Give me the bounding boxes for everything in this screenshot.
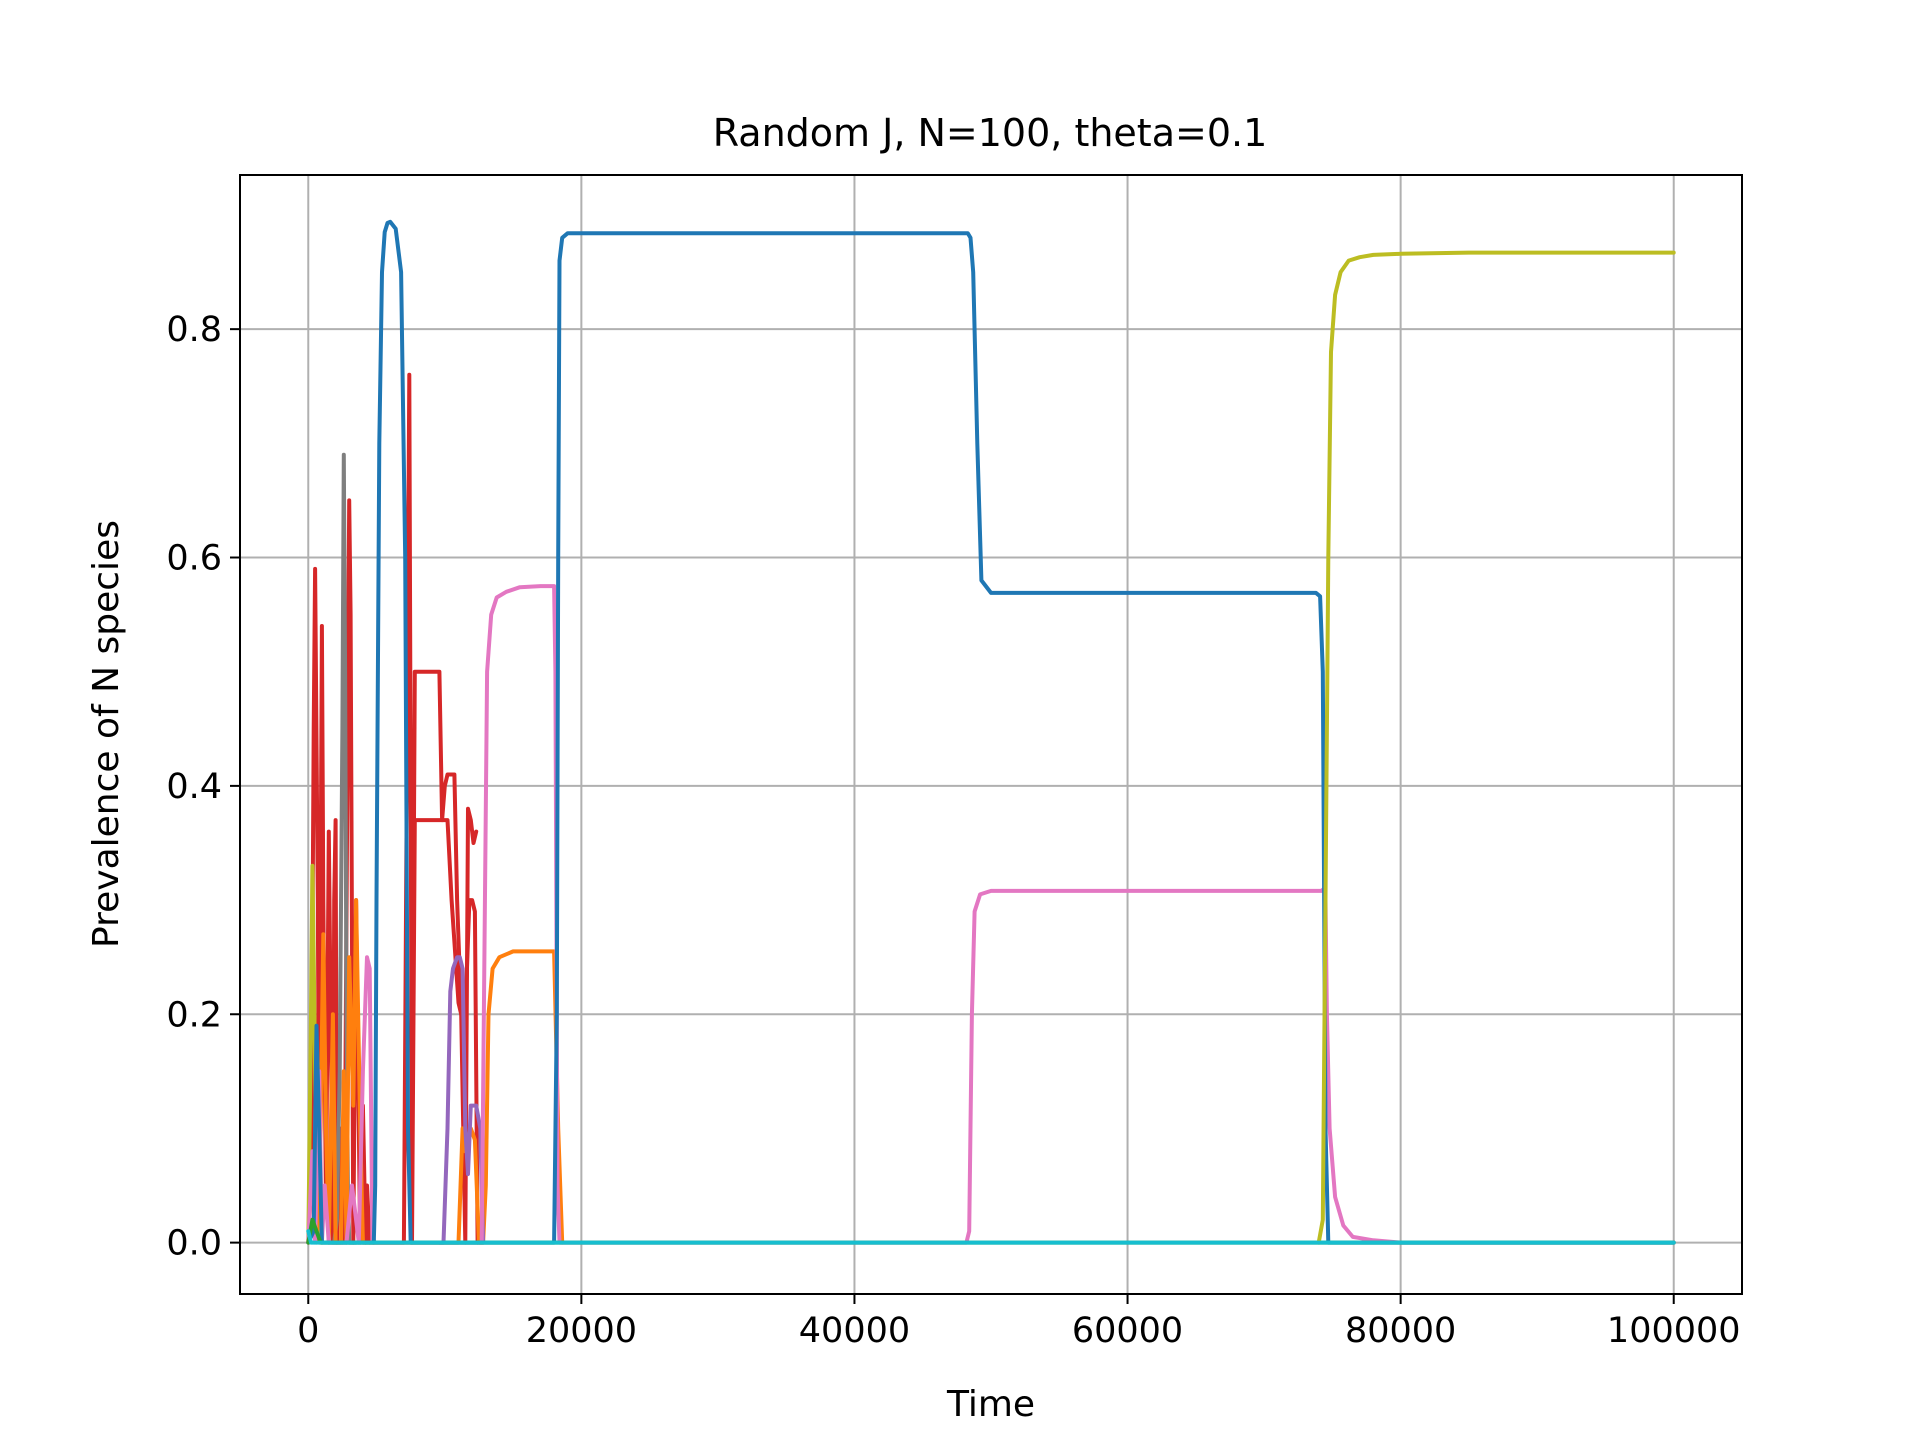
series-line [1316, 250, 1676, 1245]
x-tick-label: 100000 [1607, 1311, 1741, 1351]
y-tick-label: 0.8 [166, 310, 222, 350]
y-tick-label: 0.0 [166, 1224, 222, 1264]
x-tick-label: 20000 [526, 1311, 637, 1351]
x-tick-label: 0 [297, 1311, 319, 1351]
chart-title: Random J, N=100, theta=0.1 [713, 111, 1268, 155]
plot-area [239, 174, 1743, 1295]
y-axis: 0.0 0.2 0.4 0.6 0.8 [166, 310, 240, 1264]
x-axis-label: Time [946, 1384, 1035, 1425]
series-line [410, 818, 480, 1245]
series-lines [306, 219, 1676, 1245]
y-tick-label: 0.2 [166, 995, 222, 1035]
series-line [437, 955, 486, 1245]
x-tick-label: 60000 [1072, 1311, 1183, 1351]
x-tick-label: 40000 [799, 1311, 910, 1351]
x-axis: 0 20000 40000 60000 80000 100000 [297, 1294, 1741, 1351]
y-tick-label: 0.4 [166, 767, 222, 807]
plot-frame [239, 174, 1743, 1295]
x-tick-label: 80000 [1345, 1311, 1456, 1351]
y-tick-label: 0.6 [166, 539, 222, 579]
y-axis-label: Prevalence of N species [86, 520, 127, 948]
series-line [306, 1229, 1676, 1245]
